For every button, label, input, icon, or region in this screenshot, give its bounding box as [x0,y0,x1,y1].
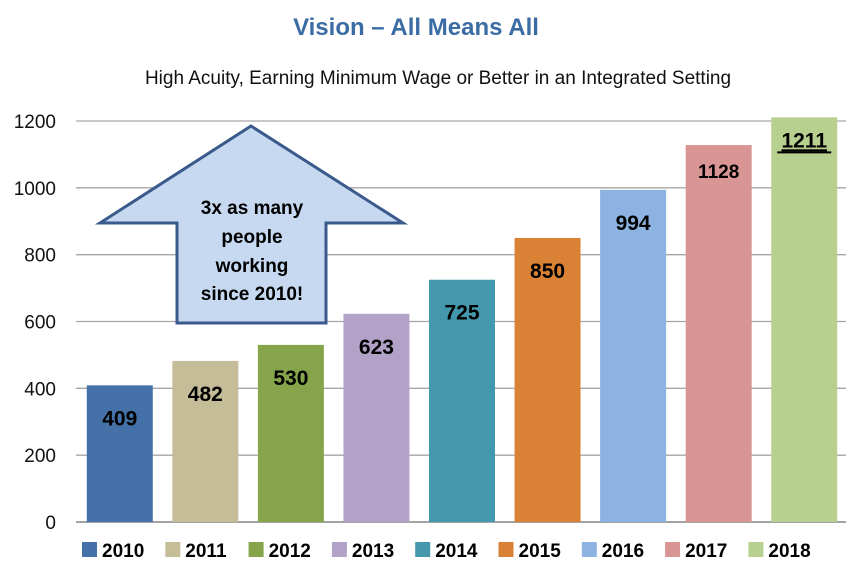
legend-label-2013: 2013 [352,541,394,562]
data-label-2014: 725 [444,302,479,325]
legend-label-2014: 2014 [435,541,478,562]
callout-line-4: since 2010! [201,284,303,305]
legend-label-2018: 2018 [768,541,810,562]
legend-swatch-2014 [415,542,431,557]
legend-swatch-2018 [748,542,764,557]
legend-label-2015: 2015 [519,541,562,562]
callout-line-3: working [215,256,289,277]
y-tick-label: 200 [24,446,56,467]
bar-2012 [257,344,324,522]
data-label-2018: 1211 [781,129,827,152]
legend-swatch-2011 [165,542,181,557]
data-label-2011: 482 [188,383,223,406]
callout-arrow-shape [94,124,409,325]
legend-swatch-2010 [82,542,97,557]
legend-swatch-2016 [581,542,597,557]
legend-label-2017: 2017 [685,541,727,562]
y-tick-label: 1000 [14,179,56,200]
bar-2013 [343,313,410,522]
callout-arrow: 3x as many people working since 2010! [94,124,409,325]
data-label-2017: 1128 [698,162,739,183]
data-label-2012: 530 [273,367,308,390]
bar-2018 [771,117,838,523]
bar-2010 [86,385,153,522]
chart-title: Vision – All Means All [293,14,539,41]
legend-swatch-2015 [498,542,514,557]
data-label-2010: 409 [102,407,137,430]
callout-line-2: people [221,227,282,248]
bar-2011 [172,360,239,522]
y-tick-label: 0 [45,513,56,534]
legend-label-2012: 2012 [269,541,311,562]
bar-2015 [514,237,581,523]
y-tick-label: 800 [24,246,56,267]
y-tick-label: 600 [24,313,56,334]
legend-swatch-2012 [248,542,264,557]
legend-swatch-2013 [331,542,347,557]
y-axis: 0 200 400 600 800 1000 1200 [14,112,56,534]
callout-line-1: 3x as many [201,198,304,219]
chart-subtitle: High Acuity, Earning Minimum Wage or Bet… [145,68,731,89]
legend-label-2010: 2010 [102,541,144,562]
bar-2017 [685,145,752,522]
data-label-2013: 623 [359,336,394,359]
legend-label-2011: 2011 [185,541,227,562]
data-label-2015: 850 [530,260,565,283]
bar-2014 [429,279,495,522]
y-tick-label: 400 [24,379,56,400]
bar-2016 [600,189,667,523]
bars [86,117,838,523]
legend-swatch-2017 [665,542,681,557]
data-label-2016: 994 [616,212,651,235]
legend-label-2016: 2016 [602,541,644,562]
y-tick-label: 1200 [14,112,56,133]
data-labels: 409 482 530 623 725 850 994 1128 1211 [102,129,832,430]
legend: 2010 2011 2012 2013 2014 2015 2016 2017 2018 [82,541,811,562]
